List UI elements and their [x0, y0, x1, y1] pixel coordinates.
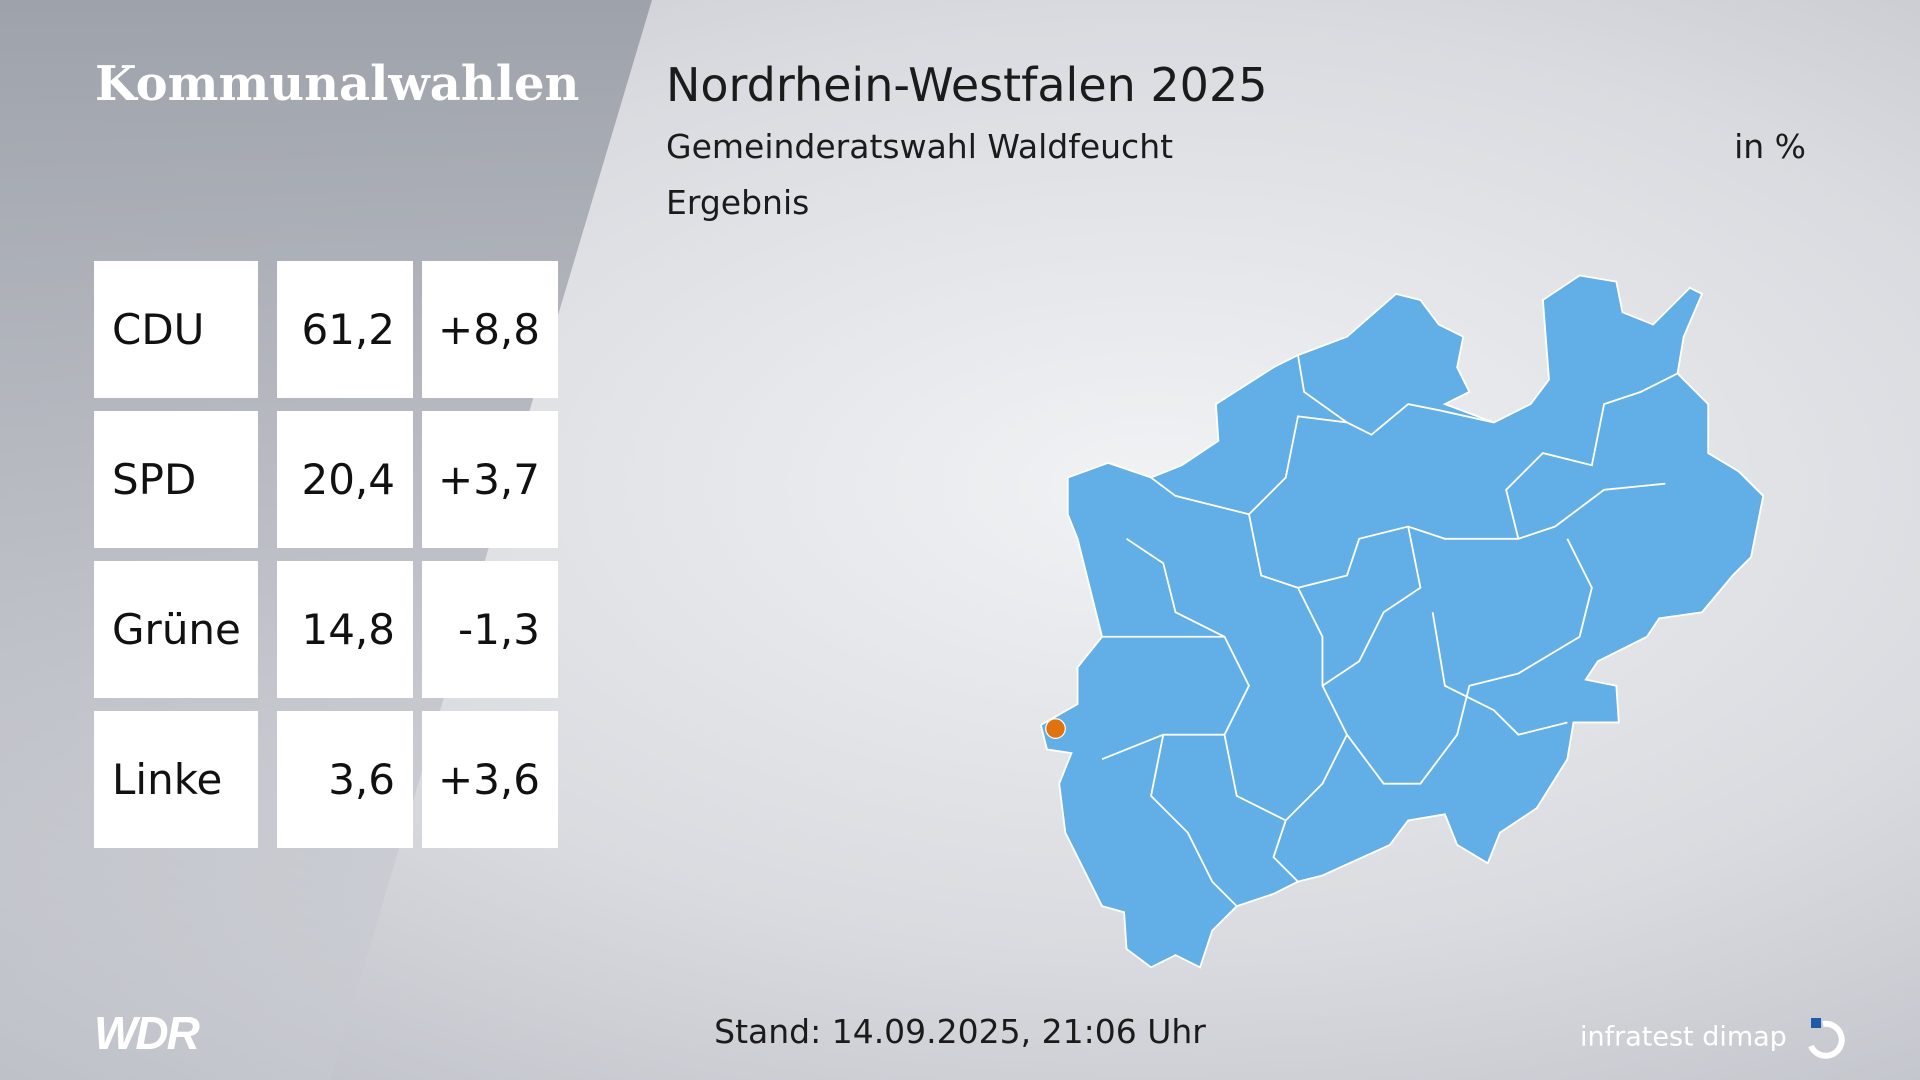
result-label: Ergebnis	[666, 183, 810, 222]
section-title: Kommunalwahlen	[95, 56, 580, 112]
institute-logo: infratest dimap	[1580, 1016, 1846, 1060]
party-name: Linke	[94, 711, 258, 848]
change-value: +8,8	[422, 261, 558, 398]
institute-name: infratest dimap	[1580, 1021, 1787, 1053]
map-borders	[1101, 354, 1678, 907]
change-value: +3,6	[422, 711, 558, 848]
map-state	[1039, 274, 1765, 969]
title: Nordrhein-Westfalen 2025	[666, 58, 1268, 112]
change-value: -1,3	[422, 561, 558, 698]
location-marker	[1045, 718, 1066, 739]
result-value: 3,6	[277, 711, 413, 848]
broadcaster-logo: WDR	[94, 1007, 200, 1059]
party-name: Grüne	[94, 561, 258, 698]
party-name: CDU	[94, 261, 258, 398]
timestamp: Stand: 14.09.2025, 21:06 Uhr	[714, 1012, 1206, 1051]
unit: in %	[1734, 127, 1806, 166]
result-value: 14,8	[277, 561, 413, 698]
party-name: SPD	[94, 411, 258, 548]
result-value: 20,4	[277, 411, 413, 548]
change-value: +3,7	[422, 411, 558, 548]
subtitle: Gemeinderatswahl Waldfeucht	[666, 127, 1174, 166]
map	[1039, 274, 1765, 969]
result-value: 61,2	[277, 261, 413, 398]
institute-icon	[1808, 1018, 1846, 1059]
